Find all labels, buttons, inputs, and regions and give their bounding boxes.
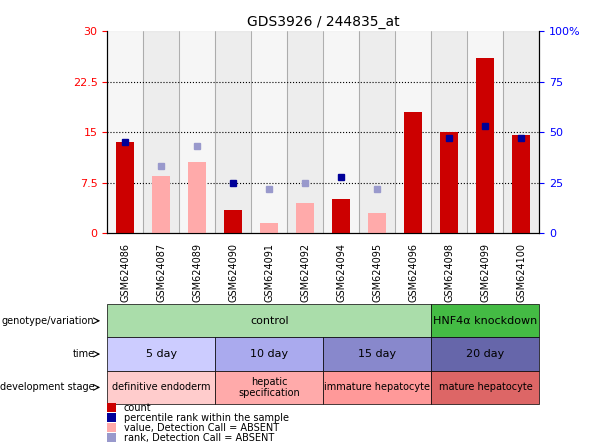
Text: value, Detection Call = ABSENT: value, Detection Call = ABSENT: [124, 423, 279, 432]
Bar: [440, 132, 459, 233]
Text: HNF4α knockdown: HNF4α knockdown: [433, 316, 538, 326]
Bar: [395, 31, 432, 233]
Text: genotype/variation: genotype/variation: [2, 316, 94, 326]
Bar: [432, 371, 539, 404]
Text: immature hepatocyte: immature hepatocyte: [324, 382, 430, 392]
Bar: [143, 31, 180, 233]
Bar: [107, 337, 215, 371]
Bar: [296, 203, 314, 233]
Text: 20 day: 20 day: [466, 349, 504, 359]
Bar: [215, 31, 251, 233]
Text: rank, Detection Call = ABSENT: rank, Detection Call = ABSENT: [124, 432, 274, 443]
Bar: [432, 337, 539, 371]
Bar: [503, 31, 539, 233]
Bar: [224, 210, 242, 233]
Bar: [512, 135, 530, 233]
Bar: [332, 199, 351, 233]
Text: hepatic
specification: hepatic specification: [238, 377, 300, 398]
Text: mature hepatocyte: mature hepatocyte: [438, 382, 532, 392]
Bar: [476, 58, 495, 233]
Bar: [107, 304, 432, 337]
Bar: [324, 31, 359, 233]
Text: percentile rank within the sample: percentile rank within the sample: [124, 412, 289, 423]
Text: definitive endoderm: definitive endoderm: [112, 382, 210, 392]
Text: control: control: [250, 316, 289, 326]
Bar: [107, 31, 143, 233]
Bar: [107, 423, 116, 432]
Bar: [215, 337, 324, 371]
Bar: [107, 371, 215, 404]
Text: development stage: development stage: [0, 382, 94, 392]
Bar: [107, 433, 116, 442]
Bar: [405, 112, 422, 233]
Text: 10 day: 10 day: [250, 349, 288, 359]
Bar: [179, 31, 215, 233]
Bar: [324, 371, 432, 404]
Text: count: count: [124, 403, 151, 412]
Bar: [468, 31, 503, 233]
Bar: [261, 223, 278, 233]
Text: 5 day: 5 day: [146, 349, 177, 359]
Bar: [116, 142, 134, 233]
Bar: [359, 31, 395, 233]
Text: 15 day: 15 day: [359, 349, 397, 359]
Bar: [251, 31, 287, 233]
Bar: [432, 31, 467, 233]
Bar: [432, 304, 539, 337]
Bar: [152, 176, 170, 233]
Bar: [287, 31, 324, 233]
Bar: [215, 371, 324, 404]
Bar: [324, 337, 432, 371]
Bar: [188, 163, 207, 233]
Title: GDS3926 / 244835_at: GDS3926 / 244835_at: [247, 15, 400, 29]
Bar: [107, 403, 116, 412]
Text: time: time: [72, 349, 94, 359]
Bar: [107, 413, 116, 422]
Bar: [368, 213, 386, 233]
